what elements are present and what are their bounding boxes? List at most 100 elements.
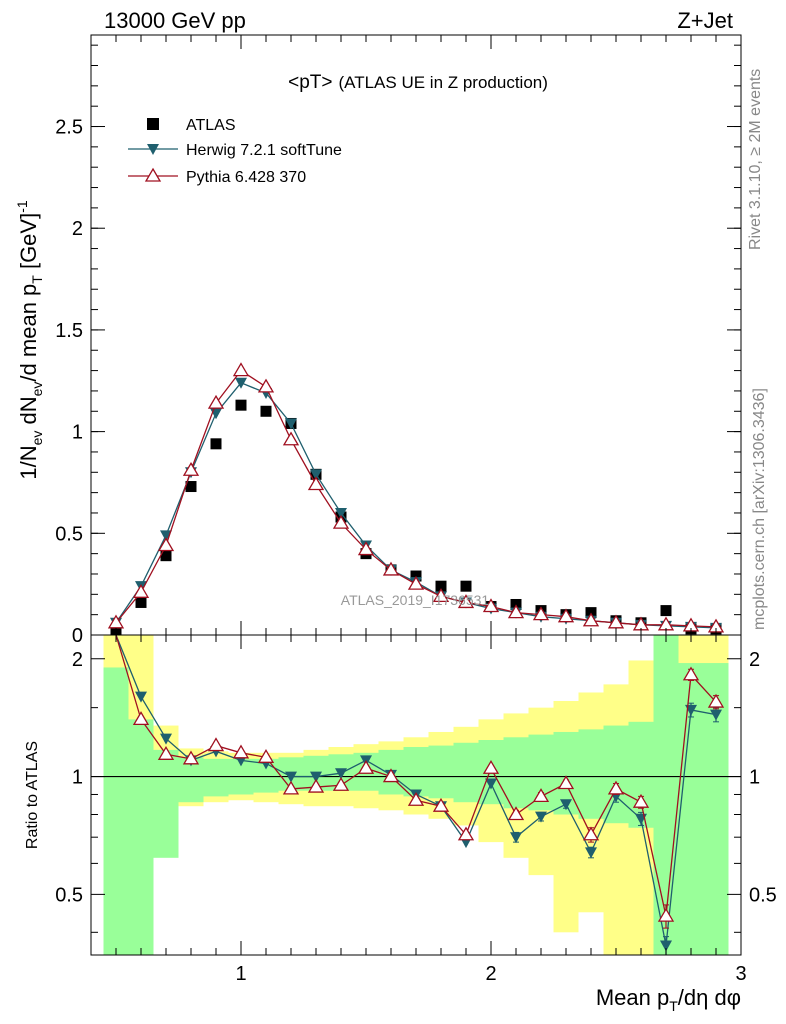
ratio-point-herwig [510, 832, 522, 844]
ylabel-sub: T [29, 275, 45, 284]
ratio-point-pythia [532, 788, 550, 803]
ratio-point-pythia [507, 806, 525, 821]
ratio-point-pythia [332, 776, 350, 791]
data-point-pythia [457, 594, 475, 609]
data-point-pythia [132, 583, 150, 598]
ratio-ytick-label-right: 2 [749, 649, 760, 671]
legend-pythia-label: Pythia 6.428 370 [186, 169, 306, 186]
ratio-point-pythia [607, 780, 625, 795]
ratio-point-pythia [232, 744, 250, 759]
data-point-pythia [382, 561, 400, 576]
ratio-xlabel: Mean pT/dη dφ [596, 985, 741, 1014]
data-point-pythia [357, 541, 375, 556]
ratio-point-herwig [285, 771, 297, 783]
ratio-point-pythia [282, 780, 300, 795]
xlabel-part: Mean p [596, 985, 669, 1010]
ylabel-sup: -1 [14, 200, 30, 213]
main-panel: 0 0.5 1 1.5 2 2.5 <pT> (ATLAS UE in Z producti… [14, 34, 742, 647]
main-ytick-label: 2 [72, 218, 83, 240]
ylabel-part: 1/N [16, 445, 41, 479]
ratio-point-herwig [135, 691, 147, 703]
band-green-bin [503, 737, 529, 809]
ratio-panel: 0.5 0.5 1 1 2 2 1 2 3 Ratio to ATLAS Mean pT/dη … [24, 634, 777, 1014]
data-point-pythia [407, 575, 425, 590]
title-main: <pT> [288, 72, 332, 93]
band-green-bin [153, 749, 179, 858]
data-point-pythia [532, 606, 550, 621]
ratio-point-herwig [310, 771, 322, 783]
data-point-pythia [157, 537, 175, 552]
data-point-atlas [460, 580, 472, 592]
data-point-pythia [307, 476, 325, 491]
analysis-watermark: ATLAS_2019_I1736531 [341, 592, 490, 608]
legend-herwig-label: Herwig 7.2.1 softTune [186, 142, 342, 159]
ratio-point-pythia [157, 746, 175, 760]
legend-pythia-marker [144, 167, 162, 182]
ratio-point-herwig [660, 940, 672, 952]
ratio-point-herwig [535, 811, 547, 823]
data-point-atlas [135, 596, 147, 608]
ratio-point-pythia [557, 775, 575, 790]
ratio-point-pythia [257, 749, 275, 763]
ratio-point-herwig [485, 778, 497, 790]
main-ytick-label: 0.5 [55, 523, 83, 545]
ratio-point-herwig [585, 847, 597, 859]
ratio-ytick-label: 0.5 [55, 884, 83, 906]
band-green-bin [428, 745, 454, 799]
data-point-pythia [207, 394, 225, 409]
data-point-atlas [260, 405, 272, 417]
data-point-pythia [282, 431, 300, 446]
ratio-point-pythia [682, 666, 700, 681]
data-point-pythia [107, 614, 125, 629]
series-pythia [107, 362, 725, 633]
xlabel-sub: T [669, 998, 678, 1014]
legend-herwig-marker [147, 144, 159, 155]
data-point-pythia [607, 614, 625, 629]
band-green-bin [603, 725, 629, 824]
band-green-bin [403, 747, 429, 797]
main-ylabel: 1/Nev dNev/d mean pT [GeV]-1 [14, 200, 45, 480]
data-point-atlas [160, 550, 172, 562]
ratio-point-pythia [632, 793, 650, 808]
ratio-xtick-label: 1 [235, 963, 246, 985]
ratio-point-herwig [160, 733, 172, 745]
data-point-herwig [335, 507, 347, 519]
ratio-point-pythia [482, 759, 500, 774]
data-point-pythia [257, 378, 275, 393]
band-green-bin [103, 667, 129, 955]
data-point-herwig [285, 418, 297, 430]
data-point-pythia [432, 588, 450, 603]
data-point-pythia [482, 598, 500, 613]
ratio-ytick-label: 1 [72, 767, 83, 789]
ylabel-part: [GeV] [16, 213, 41, 275]
data-point-herwig [160, 530, 172, 542]
ylabel-sub: ev [29, 382, 45, 397]
ratio-point-pythia [182, 750, 200, 765]
band-green-bin [203, 758, 229, 797]
ratio-point-pythia [657, 907, 675, 922]
ratio-point-herwig [560, 799, 572, 811]
title-suffix: (ATLAS UE in Z production) [338, 73, 547, 92]
data-point-pythia [507, 604, 525, 619]
data-point-herwig [235, 377, 247, 389]
band-green-bin [128, 719, 154, 955]
data-point-atlas [235, 399, 247, 411]
ratio-point-pythia [432, 797, 450, 812]
main-ytick-label: 1.5 [55, 320, 83, 342]
ylabel-part: dN [16, 396, 41, 430]
mcplots-label: mcplots.cern.ch [arXiv:1306.3436] [751, 388, 768, 630]
ratio-point-pythia [707, 693, 725, 708]
main-ytick-label: 1 [72, 422, 83, 444]
ratio-point-pythia [357, 759, 375, 774]
legend: ATLAS Herwig 7.2.1 softTune Pythia 6.428… [128, 117, 342, 186]
data-point-herwig [310, 469, 322, 481]
ylabel-part: /d mean p [16, 284, 41, 382]
data-point-atlas [660, 605, 672, 617]
header-left: 13000 GeV pp [104, 8, 246, 33]
ratio-point-pythia [132, 711, 150, 726]
data-point-pythia [557, 608, 575, 623]
band-green-bin [578, 729, 604, 819]
band-green-bin [453, 742, 479, 803]
xlabel-part: /dη dφ [678, 985, 741, 1010]
